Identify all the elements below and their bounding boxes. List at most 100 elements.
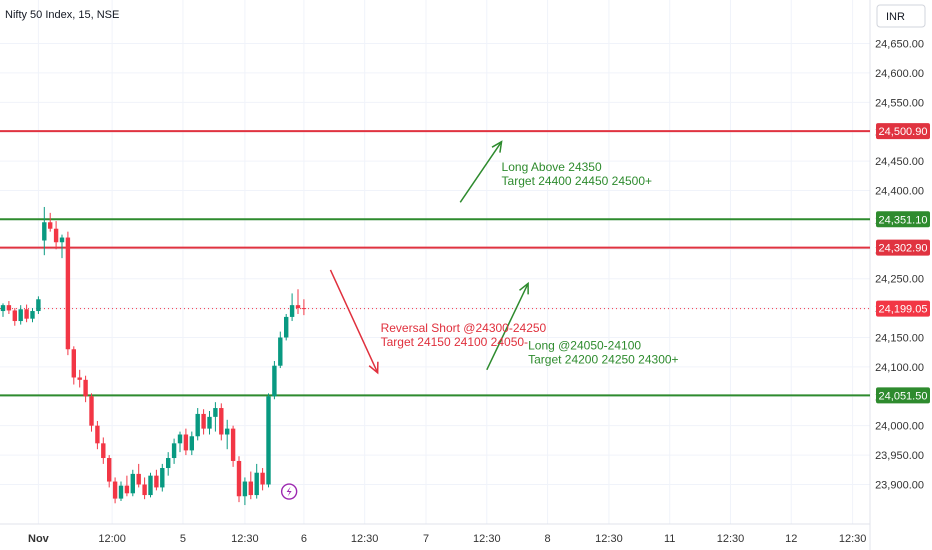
price-tick-label: 24,400.00 bbox=[875, 186, 924, 198]
level-price-tag bbox=[876, 123, 930, 140]
candle-body bbox=[166, 458, 171, 469]
level-price-label: 24,051.50 bbox=[879, 390, 928, 402]
candle bbox=[213, 402, 218, 432]
time-tick-label: 12 bbox=[785, 533, 797, 545]
candle bbox=[148, 472, 153, 498]
candles bbox=[0, 206, 307, 506]
annotation-line: Target 24200 24250 24300+ bbox=[528, 352, 678, 366]
arrow[interactable] bbox=[329, 269, 379, 375]
candle bbox=[101, 437, 106, 464]
candle bbox=[177, 431, 183, 453]
candle bbox=[71, 346, 76, 385]
level-price-label: 24,302.90 bbox=[879, 243, 928, 255]
candle-body bbox=[195, 413, 200, 437]
price-tick-label: 24,600.00 bbox=[875, 68, 924, 80]
candle bbox=[42, 206, 47, 256]
price-tick-label: 23,900.00 bbox=[875, 479, 924, 491]
candle bbox=[36, 296, 41, 314]
candle-body bbox=[12, 310, 17, 322]
candle-body bbox=[24, 309, 29, 319]
candle bbox=[236, 456, 242, 503]
currency-button[interactable]: INR bbox=[876, 4, 926, 28]
time-tick-label: 12:30 bbox=[231, 533, 259, 545]
candle-body bbox=[201, 413, 206, 429]
candle bbox=[225, 419, 230, 450]
currency-label: INR bbox=[886, 11, 905, 23]
candle bbox=[0, 303, 6, 317]
candle-body bbox=[48, 222, 53, 229]
time-tick-label: 11 bbox=[664, 533, 675, 545]
candle bbox=[89, 393, 94, 432]
arrow-shaft bbox=[329, 269, 379, 374]
arrow[interactable] bbox=[459, 140, 503, 203]
candle bbox=[295, 289, 301, 314]
candle-body bbox=[0, 305, 6, 312]
lightning-icon bbox=[286, 486, 292, 497]
time-axis[interactable]: Nov 12:00 5 12:30 6 12:30 7 12:30 8 12:30 11 12:30 1… bbox=[28, 533, 866, 545]
level-price-label: 24,500.90 bbox=[879, 126, 928, 138]
horizontal-levels[interactable] bbox=[0, 130, 870, 397]
price-axis[interactable]: 23,900.0023,950.0024,000.0024,050.0024,1… bbox=[875, 39, 930, 492]
candle-body bbox=[301, 308, 307, 310]
candle-body bbox=[225, 428, 230, 435]
candle bbox=[207, 410, 212, 435]
arrow-head bbox=[368, 361, 379, 375]
candle-body bbox=[189, 436, 194, 451]
annotation-line: Target 24150 24100 24050- bbox=[381, 335, 528, 349]
candle-body bbox=[183, 434, 189, 451]
candle-body bbox=[230, 428, 236, 461]
candle-body bbox=[30, 311, 35, 319]
candle bbox=[59, 234, 65, 259]
candle bbox=[230, 425, 236, 467]
time-tick-label: 12:30 bbox=[717, 533, 745, 545]
grid bbox=[0, 0, 871, 550]
candle-body bbox=[177, 434, 183, 444]
candle bbox=[183, 428, 189, 456]
price-tick-label: 24,550.00 bbox=[875, 97, 924, 109]
candle bbox=[6, 301, 12, 314]
candle-body bbox=[154, 475, 159, 488]
candle-body bbox=[107, 458, 112, 482]
price-tick-label: 24,450.00 bbox=[875, 156, 924, 168]
price-tick-label: 24,250.00 bbox=[875, 274, 924, 286]
candle-body bbox=[236, 460, 242, 497]
candle bbox=[272, 361, 277, 400]
candle bbox=[95, 420, 100, 450]
time-tick-label: 5 bbox=[180, 533, 186, 545]
arrow-shaft bbox=[486, 283, 529, 371]
candle bbox=[18, 305, 23, 325]
candle-body bbox=[254, 472, 259, 496]
candle bbox=[284, 313, 289, 341]
candle-body bbox=[260, 472, 265, 485]
arrow[interactable] bbox=[486, 281, 529, 371]
candle bbox=[136, 463, 141, 488]
candle bbox=[248, 471, 253, 500]
price-tick-label: 24,100.00 bbox=[875, 362, 924, 374]
candle-body bbox=[213, 408, 218, 417]
candle bbox=[24, 304, 29, 323]
event-marker[interactable] bbox=[280, 483, 298, 500]
candle-body bbox=[65, 237, 71, 350]
arrow-shaft bbox=[459, 141, 503, 203]
price-tick-label: 24,000.00 bbox=[875, 421, 924, 433]
candle bbox=[171, 438, 177, 464]
candle-body bbox=[289, 305, 295, 317]
level-price-tag bbox=[876, 387, 930, 404]
candle-body bbox=[83, 379, 88, 397]
candle-body bbox=[142, 484, 147, 496]
trend-arrows[interactable] bbox=[329, 140, 529, 375]
price-tick-label: 23,950.00 bbox=[875, 450, 924, 462]
candle-body bbox=[295, 305, 301, 309]
annotation-line: Long @24050-24100 bbox=[528, 338, 641, 352]
candle bbox=[83, 375, 88, 403]
annotation-line: Long Above 24350 bbox=[502, 160, 602, 174]
level-price-label: 24,351.10 bbox=[879, 214, 928, 226]
candle-body bbox=[219, 408, 224, 435]
candle-body bbox=[18, 309, 23, 322]
candle bbox=[260, 468, 265, 491]
